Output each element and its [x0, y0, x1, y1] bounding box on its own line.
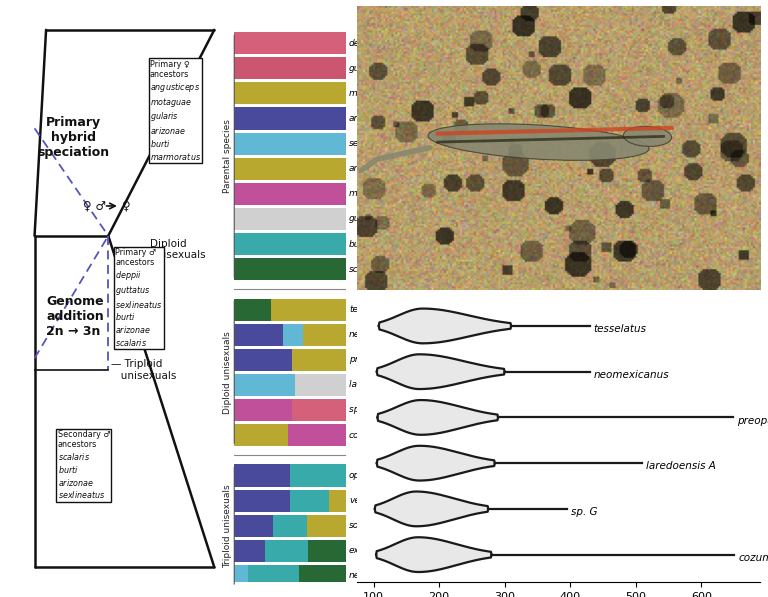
Text: Diploid
unisexuals: Diploid unisexuals [150, 239, 205, 260]
Bar [234, 233, 346, 255]
Bar [266, 540, 308, 562]
Bar [234, 208, 346, 230]
Text: — Triploid
   unisexuals: — Triploid unisexuals [111, 359, 176, 381]
Bar [234, 374, 296, 396]
Text: Primary
hybrid
speciation: Primary hybrid speciation [38, 116, 110, 159]
Bar [234, 515, 273, 537]
Bar [234, 258, 346, 280]
Bar [234, 82, 346, 104]
Text: neotesselatus: neotesselatus [349, 571, 412, 580]
Text: neomexicanus: neomexicanus [349, 330, 415, 339]
Bar [234, 399, 292, 421]
Bar [234, 490, 290, 512]
Text: angusticeps: angusticeps [349, 164, 403, 173]
Bar [290, 464, 346, 487]
Text: marmoratus: marmoratus [349, 89, 405, 98]
Bar [288, 424, 346, 446]
Bar [292, 349, 346, 371]
Bar [273, 515, 306, 537]
Bar [234, 324, 283, 346]
Ellipse shape [428, 124, 649, 161]
Bar [234, 158, 346, 180]
Text: arizonae: arizonae [349, 114, 388, 123]
Text: velox: velox [349, 496, 373, 505]
Bar [329, 490, 346, 512]
Bar [234, 57, 346, 79]
Bar [234, 540, 266, 562]
Bar [234, 298, 271, 321]
Text: deppii: deppii [349, 39, 376, 48]
Text: laredoensis A: laredoensis A [646, 461, 716, 472]
Text: Secondary ♂
ancestors
$\it{scalaris}$
$\it{burti}$
$\it{arizonae}$
$\it{sexlinea: Secondary ♂ ancestors $\it{scalaris}$ $\… [58, 430, 110, 500]
Text: preopatae: preopatae [737, 416, 768, 426]
Bar [306, 515, 346, 537]
Text: tesselatus: tesselatus [349, 305, 395, 314]
Bar [234, 107, 346, 130]
Bar [303, 324, 346, 346]
Text: ♀ ♂: ♀ ♂ [83, 199, 106, 213]
Bar [290, 490, 329, 512]
Bar [234, 565, 247, 587]
Text: laredoensis A: laredoensis A [349, 380, 409, 389]
Bar [271, 298, 346, 321]
Text: motaguae: motaguae [349, 189, 395, 198]
Text: sp. G: sp. G [349, 405, 372, 414]
Text: tesselatus: tesselatus [594, 324, 647, 334]
Text: opatae: opatae [349, 471, 380, 480]
Text: Diploid unisexuals: Diploid unisexuals [223, 331, 232, 414]
Text: ♀: ♀ [122, 199, 131, 213]
Text: Parental species: Parental species [223, 119, 232, 193]
Ellipse shape [624, 127, 671, 146]
Text: preopatae: preopatae [349, 355, 396, 364]
Text: scalaris: scalaris [349, 264, 383, 273]
Text: burti: burti [349, 239, 370, 248]
Bar [234, 183, 346, 205]
Text: Primary ♀
ancestors
$\it{angusticeps}$
$\it{motaguae}$
$\it{gularis}$
$\it{arizo: Primary ♀ ancestors $\it{angusticeps}$ $… [150, 60, 200, 162]
Text: guttatus: guttatus [349, 64, 387, 73]
Bar [308, 540, 346, 562]
Bar [234, 464, 290, 487]
Text: cozumelus: cozumelus [738, 553, 768, 563]
Bar [299, 565, 346, 587]
Bar [234, 133, 346, 155]
Bar [234, 424, 288, 446]
Bar [283, 324, 303, 346]
Bar [247, 565, 299, 587]
Text: sp. G: sp. G [571, 507, 598, 517]
Text: Genome
addition
2n → 3n: Genome addition 2n → 3n [46, 295, 104, 338]
Text: Primary ♂
ancestors
$\it{deppii}$
$\it{guttatus}$
$\it{sexlineatus}$
$\it{burti}: Primary ♂ ancestors $\it{deppii}$ $\it{g… [115, 248, 163, 348]
Text: cozumelus: cozumelus [349, 430, 397, 439]
Text: gularis: gularis [349, 214, 379, 223]
Bar [292, 399, 346, 421]
Text: sexlineatus: sexlineatus [349, 139, 400, 148]
Text: sonorae: sonorae [349, 521, 386, 530]
Text: Triploid unisexuals: Triploid unisexuals [223, 484, 232, 568]
Text: exsanguis: exsanguis [349, 546, 395, 555]
Bar [296, 374, 346, 396]
Bar [234, 32, 346, 54]
Bar [234, 349, 292, 371]
Text: neomexicanus: neomexicanus [594, 370, 670, 380]
